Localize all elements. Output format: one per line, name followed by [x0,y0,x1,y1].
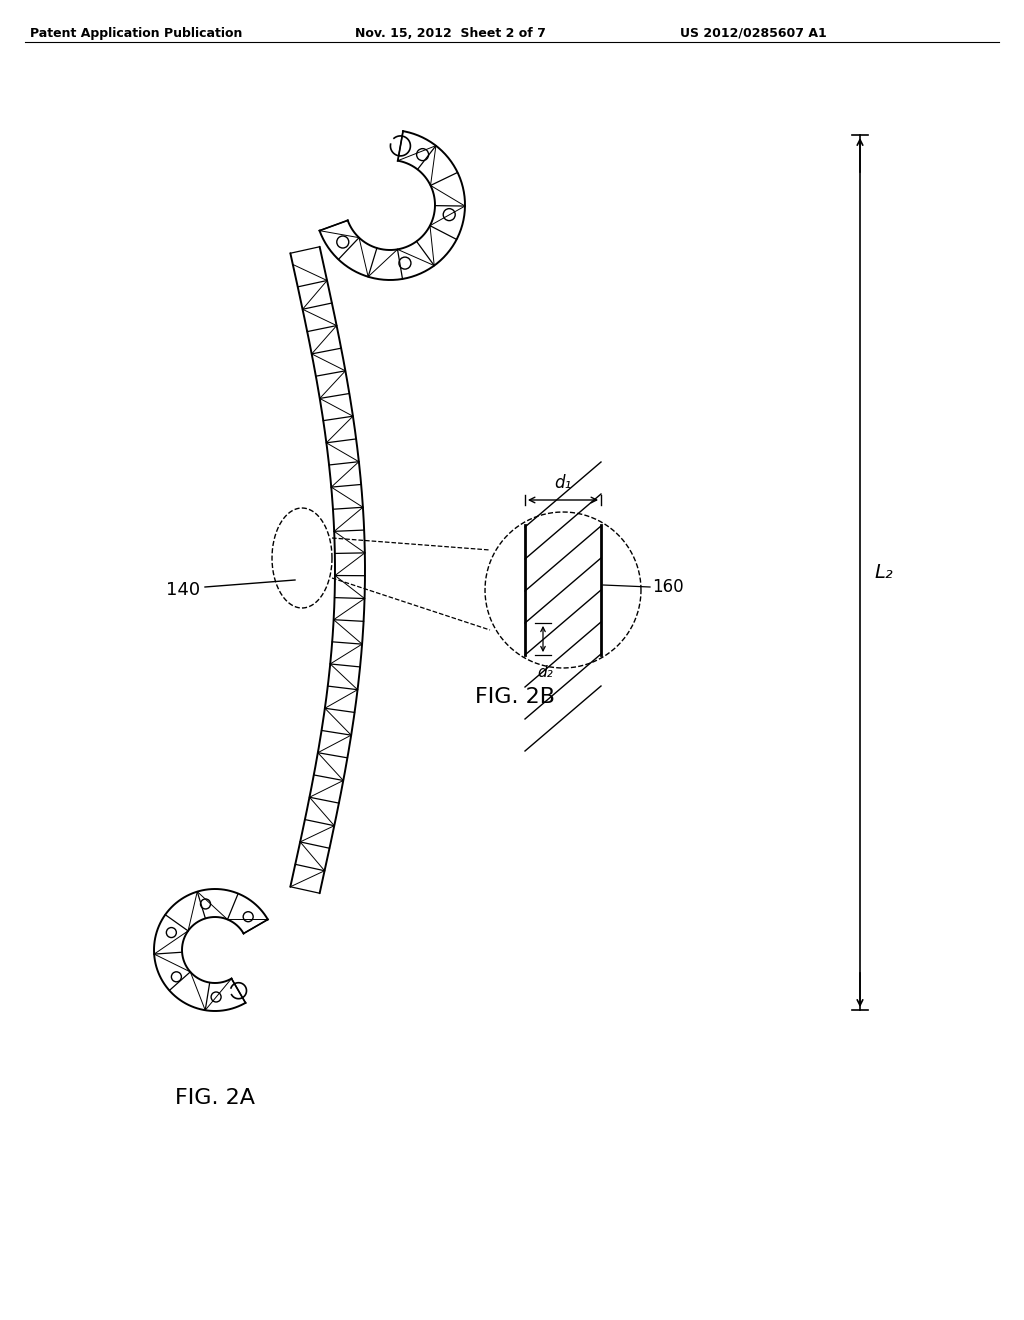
Text: Nov. 15, 2012  Sheet 2 of 7: Nov. 15, 2012 Sheet 2 of 7 [355,26,546,40]
Text: d₁: d₁ [554,474,571,492]
Text: Patent Application Publication: Patent Application Publication [30,26,243,40]
Text: FIG. 2B: FIG. 2B [475,686,555,708]
Text: US 2012/0285607 A1: US 2012/0285607 A1 [680,26,826,40]
Text: FIG. 2A: FIG. 2A [175,1088,255,1107]
Text: L₂: L₂ [874,564,893,582]
Text: 160: 160 [652,578,684,597]
Text: d₂: d₂ [538,665,553,680]
Text: 140: 140 [166,581,200,599]
